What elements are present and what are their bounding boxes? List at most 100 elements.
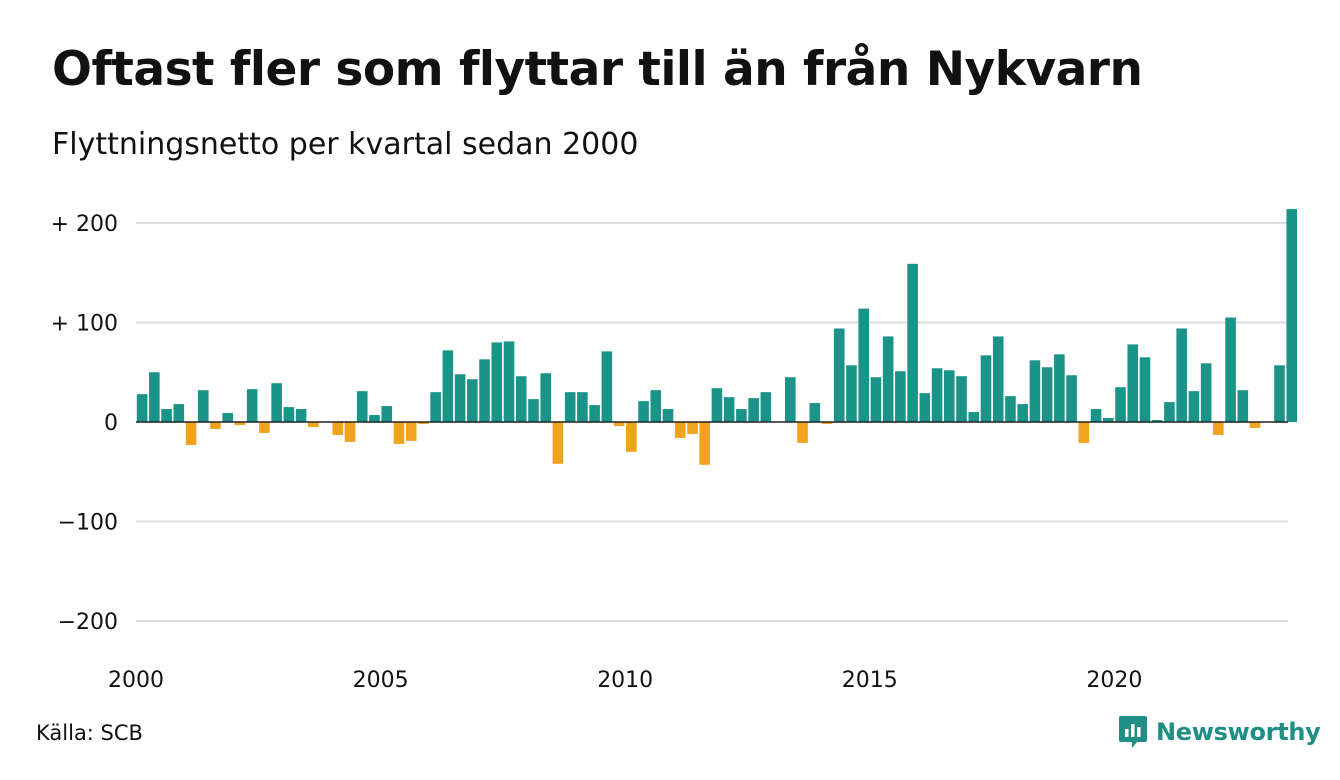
bar (1005, 396, 1016, 422)
gridlines (136, 222, 1288, 622)
bar (234, 422, 246, 425)
bar (821, 422, 833, 424)
bar (748, 398, 759, 422)
bar (589, 405, 600, 422)
y-axis-ticks: + 200 + 100 0 −100 −200 (51, 212, 118, 635)
brand-name: Newsworthy (1156, 718, 1321, 746)
chart-subtitle: Flyttningsnetto per kvartal sedan 2000 (52, 127, 639, 162)
bar (674, 422, 686, 438)
bar (332, 422, 344, 435)
bar (149, 372, 160, 422)
bar (528, 399, 539, 423)
bar-chart: + 200 + 100 0 −100 −200 2000 2005 2010 2015 2020 (51, 209, 1298, 693)
bar (308, 422, 319, 427)
x-axis-ticks: 2000 2005 2010 2015 2020 (108, 668, 1142, 693)
bar (1127, 344, 1139, 422)
bar (1213, 422, 1224, 435)
bar (344, 422, 356, 442)
bar (210, 422, 221, 429)
bar (1041, 367, 1053, 422)
bar (405, 422, 417, 441)
bar (944, 370, 955, 422)
bar (393, 422, 405, 444)
bar (785, 377, 796, 422)
bar (491, 342, 503, 422)
bar (283, 407, 295, 422)
brand-logo: Newsworthy (1118, 712, 1321, 752)
bar (577, 392, 588, 422)
bar (381, 406, 393, 422)
bar (882, 336, 894, 422)
bar (540, 373, 552, 423)
bar (1029, 360, 1041, 422)
bar (515, 376, 527, 422)
bar (1225, 317, 1236, 422)
chart-title: Oftast fler som flyttar till än från Nyk… (52, 42, 1143, 97)
bars (136, 209, 1298, 465)
bar (552, 422, 564, 464)
bar (1164, 402, 1175, 422)
y-tick-label: + 200 (51, 212, 118, 237)
bar (1066, 375, 1077, 423)
bar (1200, 363, 1212, 422)
bar (173, 404, 185, 422)
bar (1115, 387, 1126, 423)
source-note: Källa: SCB (36, 721, 143, 745)
bar (723, 397, 735, 423)
bar (1176, 328, 1187, 422)
bar (919, 393, 931, 422)
bar (833, 328, 845, 422)
bar (197, 390, 209, 422)
x-tick-label: 2010 (597, 668, 653, 693)
bar (442, 350, 454, 422)
bar (638, 401, 649, 422)
x-tick-label: 2005 (353, 668, 409, 693)
bar (613, 422, 625, 426)
bar (968, 412, 980, 422)
bar (418, 422, 429, 424)
x-tick-label: 2000 (108, 668, 164, 693)
bar (846, 365, 857, 422)
y-tick-label: 0 (104, 411, 118, 436)
bar (1274, 365, 1285, 422)
bar (564, 392, 576, 422)
bar (870, 377, 882, 422)
bar (1188, 391, 1200, 422)
bar (1249, 422, 1261, 428)
bar (650, 390, 662, 422)
bar (185, 422, 197, 445)
y-tick-label: −100 (58, 511, 118, 536)
bar (136, 394, 148, 422)
bar (503, 341, 515, 422)
bar (1286, 209, 1298, 422)
y-tick-label: + 100 (51, 312, 118, 337)
x-tick-label: 2020 (1086, 668, 1142, 693)
bar (980, 355, 992, 422)
bar (1102, 418, 1114, 422)
bar (1054, 354, 1065, 422)
bar (711, 388, 723, 422)
newsworthy-logo-icon (1119, 716, 1147, 748)
y-tick-label: −200 (58, 610, 118, 635)
bar (454, 374, 466, 422)
bar (1139, 357, 1151, 422)
bar (760, 392, 772, 422)
bar (1017, 404, 1028, 422)
bar (479, 359, 490, 422)
bar (259, 422, 270, 433)
bar (356, 391, 368, 422)
bar (699, 422, 710, 465)
bar (430, 392, 441, 422)
bar (662, 409, 674, 422)
x-tick-label: 2015 (842, 668, 898, 693)
bar (992, 336, 1004, 422)
bar (1151, 420, 1163, 422)
bar (369, 415, 380, 422)
bar (797, 422, 808, 443)
bar (161, 409, 172, 422)
bar (907, 263, 918, 422)
bar (246, 389, 258, 423)
bar (295, 409, 307, 422)
bar (1237, 390, 1249, 422)
bar (736, 409, 747, 422)
